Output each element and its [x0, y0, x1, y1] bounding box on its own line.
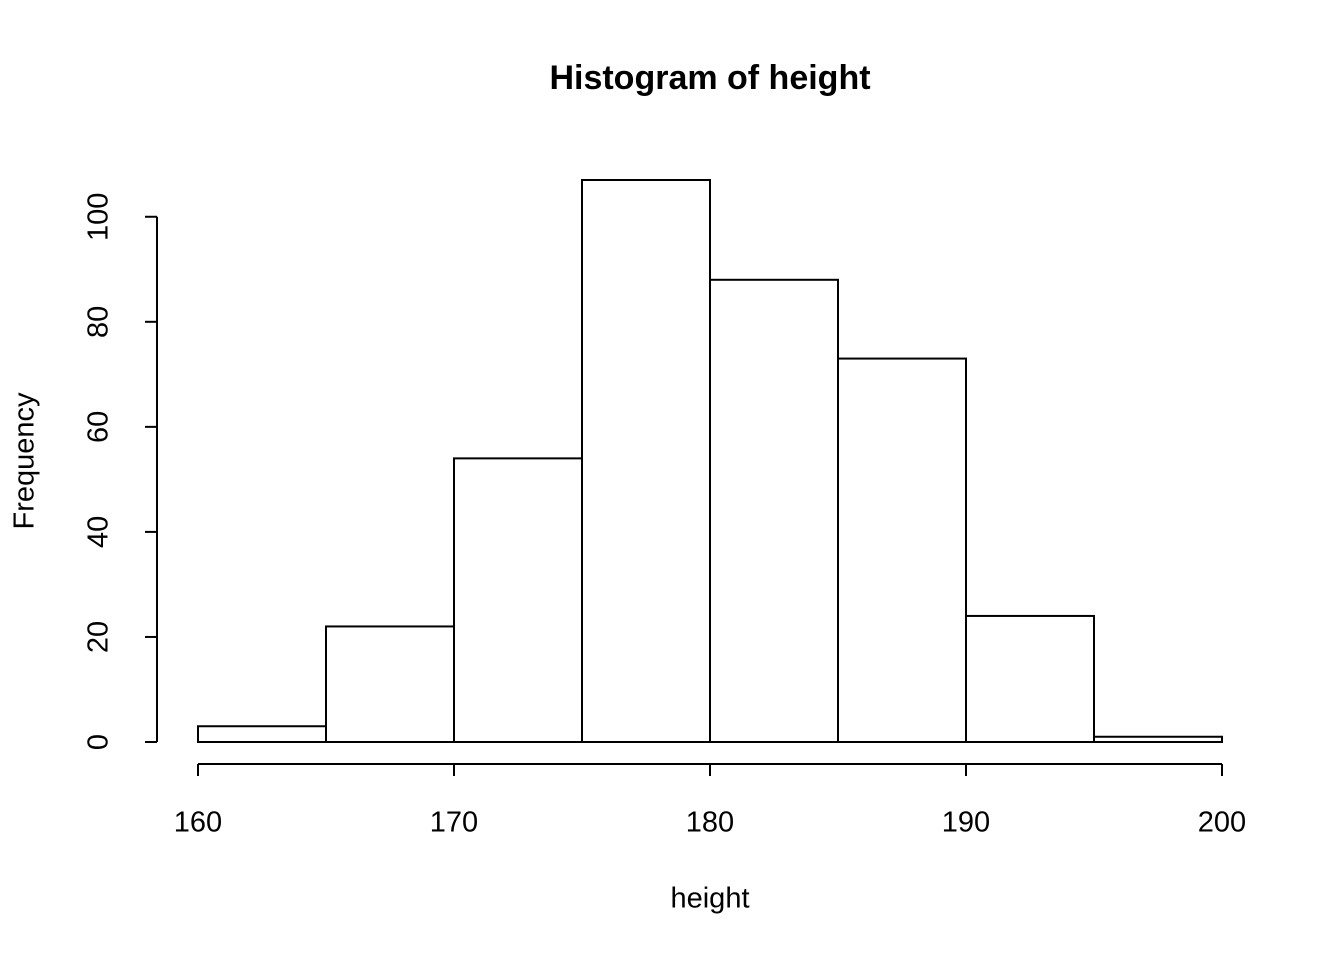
- y-tick-label: 80: [83, 306, 115, 338]
- bar: [837, 357, 967, 743]
- bar: [581, 179, 711, 743]
- chart-title: Histogram of height: [549, 59, 870, 97]
- x-tick-label: 180: [686, 807, 734, 839]
- y-tick-label: 40: [83, 516, 115, 548]
- bar: [1093, 735, 1223, 744]
- bar: [965, 614, 1095, 743]
- y-axis-label: Frequency: [9, 392, 41, 530]
- x-tick-label: 200: [1198, 807, 1246, 839]
- bar: [325, 625, 455, 744]
- y-tick-label: 20: [83, 621, 115, 653]
- x-tick-label: 160: [174, 807, 222, 839]
- bar: [197, 725, 327, 743]
- y-tick-label: 60: [83, 411, 115, 443]
- bar: [709, 278, 839, 743]
- bar: [453, 457, 583, 743]
- x-tick-label: 190: [942, 807, 990, 839]
- x-axis-label: height: [670, 883, 749, 915]
- y-tick-label: 100: [83, 193, 115, 241]
- y-tick-label: 0: [83, 734, 115, 750]
- x-tick-label: 170: [430, 807, 478, 839]
